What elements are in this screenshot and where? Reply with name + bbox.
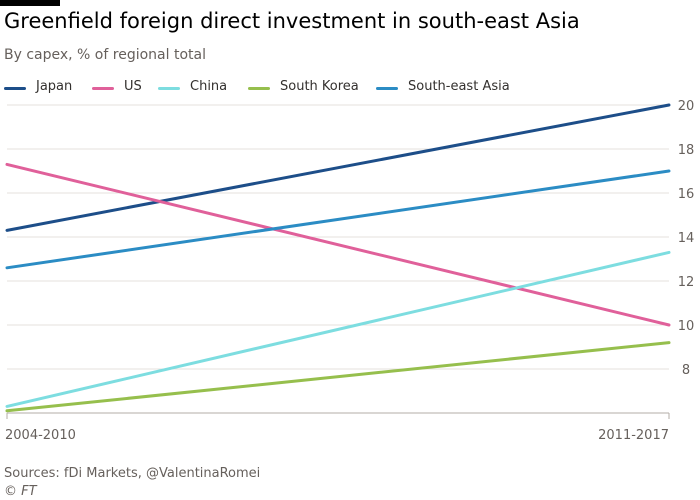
chart-title: Greenfield foreign direct investment in … [4,9,580,33]
y-tick-label-8: 8 [682,363,690,378]
y-tick-label-14: 14 [678,231,695,246]
credit-note: © FT [4,484,37,499]
legend-label-us: US [124,79,142,94]
line-chart: 8 10 12 14 16 18 20 2004-2010 2011-2017 [5,99,695,443]
legend-label-south-east-asia: South-east Asia [408,79,510,94]
legend-label-south-korea: South Korea [280,79,359,94]
legend-label-japan: Japan [36,79,73,94]
series-line-china [5,250,671,408]
y-tick-label-12: 12 [678,275,695,290]
y-tick-label-10: 10 [678,319,695,334]
legend-swatch-japan [4,87,26,90]
series-line-japan [5,103,671,232]
y-tick-label-20: 20 [678,99,695,114]
legend-swatch-south-east-asia [376,87,398,90]
legend-swatch-south-korea [248,87,270,90]
y-tick-label-16: 16 [678,187,695,202]
series-line-south-east-asia [5,169,671,270]
series-line-south-korea [5,341,671,413]
legend-swatch-us [92,87,114,90]
brand-bar [0,0,60,6]
chart-subtitle: By capex, % of regional total [4,47,206,63]
y-tick-label-18: 18 [678,143,695,158]
x-tick-label-2004-2010: 2004-2010 [5,428,76,443]
x-tick-label-2011-2017: 2011-2017 [598,428,669,443]
series-line-us [5,162,671,327]
legend-swatch-china [158,87,180,90]
source-note: Sources: fDi Markets, @ValentinaRomei [4,466,261,481]
legend-label-china: China [190,79,228,94]
